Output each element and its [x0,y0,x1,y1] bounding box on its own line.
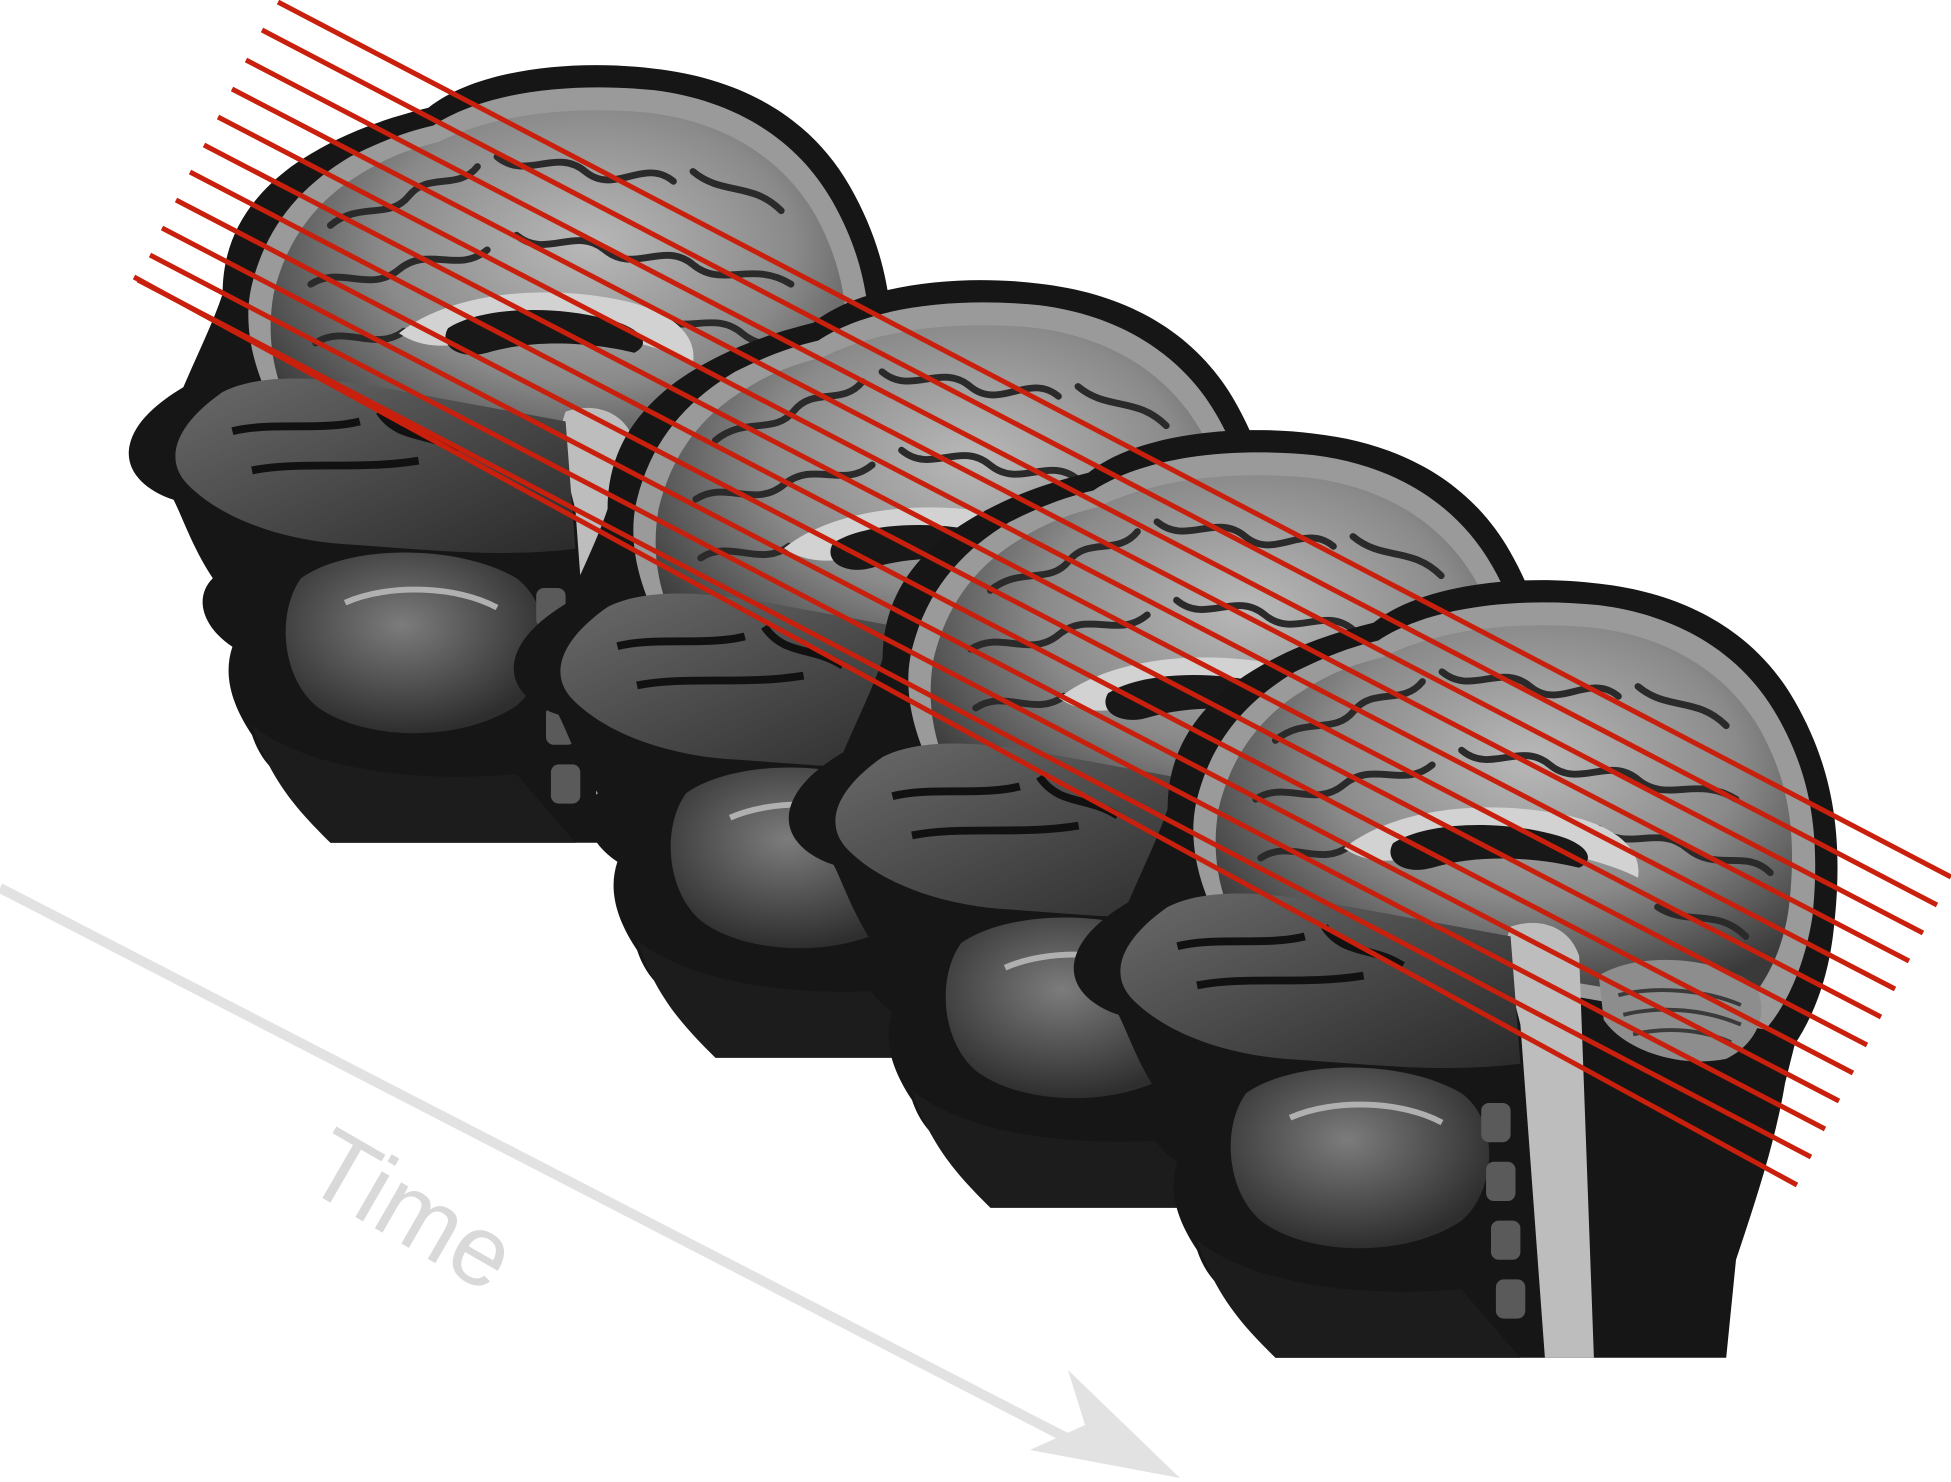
slice-line [216,114,1897,992]
slice-line [244,57,1925,936]
time-arrow-shaft [0,883,1093,1455]
slice-line [230,86,1911,964]
slice-line [148,252,1827,1132]
slice-line [202,142,1883,1020]
slice-line [132,274,1799,1188]
time-arrow-head [1030,1370,1180,1478]
slice-line [174,197,1855,1076]
slice-line [260,27,1939,908]
time-label: Time [289,1107,534,1313]
slice-line [188,169,1869,1048]
slice-line-group [132,0,1951,1188]
slice-line [136,277,1813,1160]
slice-line [160,225,1841,1104]
slice-line [276,0,1951,880]
